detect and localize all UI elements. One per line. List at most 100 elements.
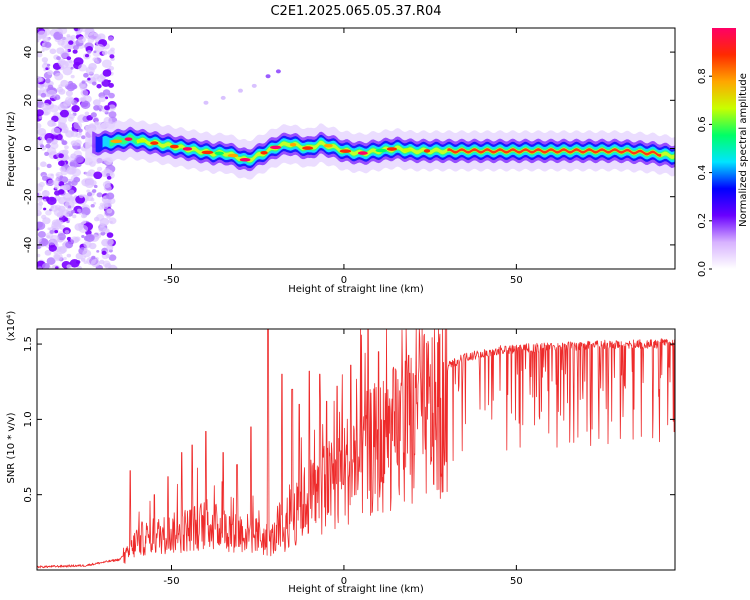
colorbar-tick-label: 0.4 [697, 165, 708, 181]
noise-blob [77, 128, 83, 133]
noise-blob [47, 70, 54, 76]
noise-blob [50, 127, 61, 136]
noise-blob [64, 229, 70, 234]
ridge-hotspot [357, 151, 368, 155]
y-tick-label: 20 [23, 94, 34, 107]
noise-blob [75, 30, 81, 35]
noise-blob [99, 259, 105, 265]
noise-blob [77, 36, 86, 44]
noise-blob [39, 144, 45, 148]
noise-blob [37, 253, 41, 258]
colorbar-tick-label: 0.6 [697, 116, 708, 132]
noise-blob [69, 162, 76, 168]
noise-blob [57, 232, 66, 241]
x-tick-label: -50 [163, 576, 179, 587]
noise-blob [38, 201, 44, 206]
noise-blob [74, 139, 82, 146]
ridge-hotspot [201, 150, 214, 155]
noise-blob [46, 63, 51, 67]
noise-blob [91, 81, 97, 86]
noise-blob [42, 217, 51, 225]
colorbar-tick-label: 0.2 [697, 213, 708, 229]
noise-blob [50, 205, 55, 209]
spectrogram-x-ticks: -50 0 50 [163, 28, 523, 286]
noise-blob [81, 207, 91, 216]
noise-blob [103, 200, 112, 208]
noise-blob [74, 154, 84, 164]
noise-blob [85, 79, 89, 83]
noise-blob [107, 36, 114, 42]
streak-blob [265, 74, 271, 79]
noise-blob [106, 215, 111, 219]
noise-blob [47, 119, 56, 127]
noise-blob [56, 47, 65, 55]
noise-blob [92, 99, 101, 106]
spectrogram-y-ticks: -40 -20 0 20 40 [23, 46, 675, 253]
y-tick-label: 1.0 [23, 411, 34, 427]
noise-blob [77, 28, 83, 32]
noise-blob [78, 224, 89, 233]
noise-blob [80, 89, 89, 97]
noise-blob [65, 197, 71, 202]
noise-blob [58, 181, 65, 187]
noise-blob [86, 192, 93, 197]
noise-blob [71, 209, 76, 214]
noise-blob [98, 96, 106, 103]
ridge-hotspot [302, 146, 314, 150]
noise-blob [99, 217, 110, 226]
noise-blob [70, 34, 77, 40]
noise-blob [98, 205, 104, 210]
y-tick-label: -40 [23, 237, 34, 253]
noise-blob [43, 189, 47, 193]
x-tick-label: 0 [341, 576, 347, 587]
noise-blob [73, 57, 84, 66]
noise-blob [82, 249, 92, 258]
noise-blob [37, 212, 40, 216]
noise-blob [108, 111, 117, 118]
noise-blob [59, 109, 70, 118]
noise-blob [63, 256, 67, 261]
snr-frame [36, 328, 676, 571]
noise-blob [80, 257, 86, 262]
noise-blob [58, 153, 64, 159]
ridge-hotspot [150, 141, 159, 145]
streak-blob [220, 95, 226, 100]
ridge-hotspot [182, 147, 193, 151]
noise-blob [64, 200, 75, 210]
noise-blob [93, 32, 98, 37]
spectrogram-marks [37, 28, 675, 269]
noise-blob [93, 73, 100, 80]
noise-blob [72, 49, 78, 54]
streak-blob [251, 83, 257, 88]
noise-blob [38, 77, 44, 82]
noise-blob [58, 189, 65, 195]
noise-blob [64, 213, 70, 218]
y-tick-label: 1.5 [23, 336, 34, 352]
ridge-hotspot [339, 149, 352, 153]
noise-blob [37, 122, 42, 129]
noise-blob [77, 146, 81, 150]
noise-blob [61, 140, 67, 145]
noise-blob [73, 121, 83, 130]
noise-blob [37, 230, 46, 238]
noise-blob [85, 233, 95, 242]
noise-blob [90, 203, 95, 208]
noise-blob [58, 160, 65, 167]
noise-blob [65, 207, 73, 214]
noise-blob [44, 249, 52, 256]
noise-blob [68, 113, 75, 119]
noise-blob [66, 34, 71, 38]
noise-blob [84, 177, 95, 186]
noise-blob [43, 198, 47, 202]
snr-plot [37, 329, 675, 569]
ridge-red-core [447, 148, 662, 157]
noise-blob [93, 184, 98, 189]
noise-blob [55, 133, 63, 141]
noise-blob [37, 192, 42, 198]
noise-blob [65, 96, 75, 105]
noise-blob [107, 49, 115, 56]
noise-blob [93, 171, 103, 180]
noise-blob [72, 84, 78, 90]
spectrogram-noise-region [37, 28, 118, 269]
noise-blob [45, 78, 51, 84]
